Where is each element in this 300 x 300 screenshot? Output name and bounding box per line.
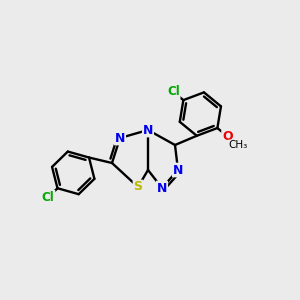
Text: N: N: [173, 164, 183, 176]
Text: N: N: [143, 124, 153, 136]
Text: N: N: [157, 182, 167, 194]
Text: Cl: Cl: [42, 191, 55, 204]
Text: Cl: Cl: [167, 85, 180, 98]
Text: N: N: [115, 131, 125, 145]
Text: CH₃: CH₃: [229, 140, 248, 150]
Text: S: S: [134, 181, 142, 194]
Text: O: O: [222, 130, 233, 143]
